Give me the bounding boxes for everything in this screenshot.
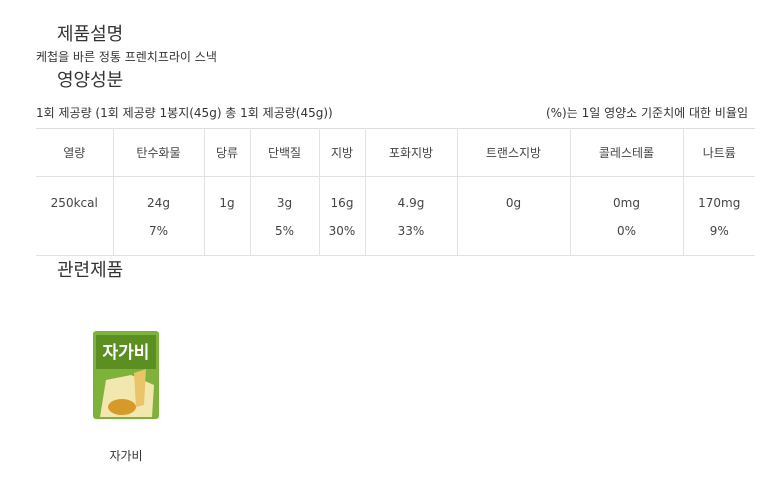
value-cell: 7% bbox=[112, 219, 204, 256]
header-cell: 지방 bbox=[318, 128, 365, 177]
table-row: 7% 5% 30% 33% 0% 9% bbox=[36, 219, 755, 256]
table-row: 250kcal 24g 1g 3g 16g 4.9g 0g 0mg 170mg bbox=[36, 176, 755, 220]
note: (%)는 1일 영양소 기준치에 대한 비율임 bbox=[545, 106, 748, 120]
package-art bbox=[134, 369, 146, 407]
value-cell: 4.9g bbox=[364, 176, 457, 220]
section-title: 제품설명 bbox=[57, 24, 124, 45]
header-cell: 탄수화물 bbox=[112, 128, 204, 177]
nutrition-table: 열량 탄수화물 당류 단백질 지방 포화지방 트랜스지방 콜레스테롤 나트륨 250kcal 24… bbox=[36, 128, 755, 256]
value-cell: 0% bbox=[569, 219, 683, 256]
value-cell: 0mg bbox=[569, 176, 683, 220]
value-cell: 170mg bbox=[682, 176, 755, 220]
header-cell: 열량 bbox=[63, 146, 86, 160]
package-art bbox=[108, 399, 136, 415]
package-label: 자가비 bbox=[103, 343, 150, 363]
empty-cell bbox=[36, 220, 113, 256]
header-cell: 나트륨 bbox=[682, 128, 755, 177]
section-title: 영양성분 bbox=[57, 70, 124, 91]
value-cell: 30% bbox=[318, 219, 365, 256]
package-band bbox=[96, 335, 156, 369]
product-name: 자가비 bbox=[109, 449, 143, 463]
product-image: 자가비 bbox=[93, 331, 159, 419]
value-cell: 33% bbox=[364, 219, 457, 256]
header-cell: 당류 bbox=[203, 128, 250, 177]
header-cell: 트랜스지방 bbox=[456, 128, 570, 177]
value-cell: 3g bbox=[249, 176, 319, 220]
value-cell: 5% bbox=[249, 219, 319, 256]
header-cell: 콜레스테롤 bbox=[569, 128, 683, 177]
value-cell: 250kcal bbox=[50, 195, 98, 210]
value-cell: 24g bbox=[112, 176, 204, 220]
value-cell: 0g bbox=[456, 176, 570, 220]
product-card[interactable]: 자가비 자가비 bbox=[86, 325, 166, 464]
header-cell: 단백질 bbox=[249, 128, 319, 177]
value-cell: 16g bbox=[318, 176, 365, 220]
header-cell: 포화지방 bbox=[364, 128, 457, 177]
value-cell: 9% bbox=[682, 219, 755, 256]
description: 케첩을 바른 정통 프렌치프라이 스낵 bbox=[36, 50, 217, 64]
empty-cell bbox=[203, 219, 250, 256]
section-title: 관련제품 bbox=[57, 260, 124, 281]
value-cell: 1g bbox=[203, 176, 250, 220]
empty-cell bbox=[456, 219, 570, 256]
serving-size: 1회 제공량 (1회 제공량 1봉지(45g) 총 1회 제공량(45g)) bbox=[36, 106, 333, 120]
